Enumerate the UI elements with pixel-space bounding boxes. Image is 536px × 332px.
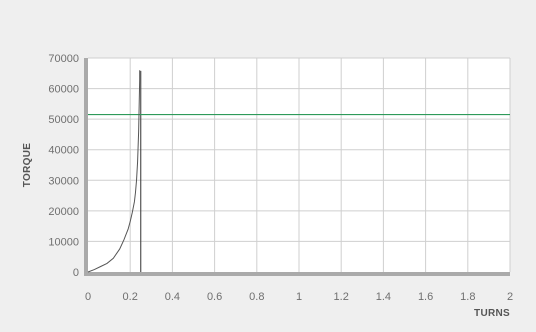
x-tick-label: 0.8	[249, 291, 264, 303]
y-axis-title: TORQUE	[22, 143, 33, 187]
y-tick-label: 60000	[48, 84, 79, 96]
reference-lines	[88, 70, 510, 272]
series-layer	[87, 70, 141, 273]
grid-lines	[88, 57, 511, 272]
x-tick-label: 1.8	[460, 291, 475, 303]
x-tick-label: 1.4	[376, 291, 391, 303]
y-tick-label: 30000	[48, 175, 79, 187]
x-tick-label: 1	[296, 291, 302, 303]
x-axis-title: TURNS	[474, 308, 510, 319]
y-tick-label: 40000	[48, 145, 79, 157]
y-tick-label: 50000	[48, 114, 79, 126]
x-tick-label: 0.2	[123, 291, 138, 303]
x-tick-label: 1.6	[418, 291, 433, 303]
x-tick-label: 0.6	[207, 291, 222, 303]
y-axis-bar	[84, 58, 88, 276]
x-tick-label: 0.4	[165, 291, 180, 303]
x-tick-label: 2	[507, 291, 513, 303]
axes	[84, 58, 510, 276]
x-tick-label: 1.2	[334, 291, 349, 303]
x-axis-bar	[84, 272, 510, 276]
y-tick-label: 10000	[48, 236, 79, 248]
y-tick-label: 70000	[48, 53, 79, 65]
x-tick-label: 0	[85, 291, 91, 303]
y-tick-label: 20000	[48, 206, 79, 218]
tick-labels: 0 0.2 0.4 0.6 0.8 1 1.2 1.4 1.6 1.8 2 0 10000 20000 30…	[48, 53, 513, 303]
torque-series-line	[87, 70, 141, 273]
y-tick-label: 0	[73, 267, 79, 279]
